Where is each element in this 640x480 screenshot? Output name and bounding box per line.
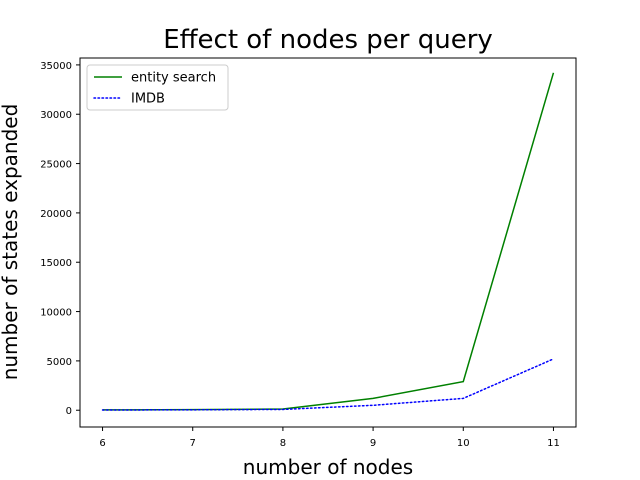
x-tick-label: 10	[457, 438, 470, 449]
axes-frame	[79, 57, 577, 428]
legend-label-2: IMDB	[131, 92, 165, 107]
y-tick-label: 10000	[40, 308, 72, 319]
x-axis-label: number of nodes	[243, 455, 413, 479]
chart-title: Effect of nodes per query	[163, 25, 493, 55]
x-tick-label: 7	[190, 438, 196, 449]
y-axis-ticks: 0 5000 10000 15000 20000 25000 30000 35000	[40, 61, 80, 417]
x-tick-label: 9	[370, 438, 376, 449]
y-tick-label: 0	[66, 406, 72, 417]
y-tick-label: 35000	[40, 61, 72, 72]
y-tick-label: 30000	[40, 110, 72, 121]
y-axis-label: number of states expanded	[0, 104, 22, 381]
legend-box	[86, 64, 229, 111]
legend: entity search IMDB	[86, 64, 229, 111]
legend-label-1: entity search	[131, 71, 216, 86]
series-layer	[101, 72, 555, 411]
x-tick-label: 8	[280, 438, 286, 449]
y-tick-label: 5000	[47, 357, 72, 368]
y-tick-label: 15000	[40, 258, 72, 269]
x-axis-ticks: 6 7 8 9 10 11	[99, 427, 560, 449]
x-tick-label: 6	[99, 438, 105, 449]
y-tick-label: 25000	[40, 160, 72, 171]
y-tick-label: 20000	[40, 209, 72, 220]
x-tick-label: 11	[547, 438, 560, 449]
series-line-1	[102, 72, 555, 411]
series-line-2	[101, 358, 555, 411]
